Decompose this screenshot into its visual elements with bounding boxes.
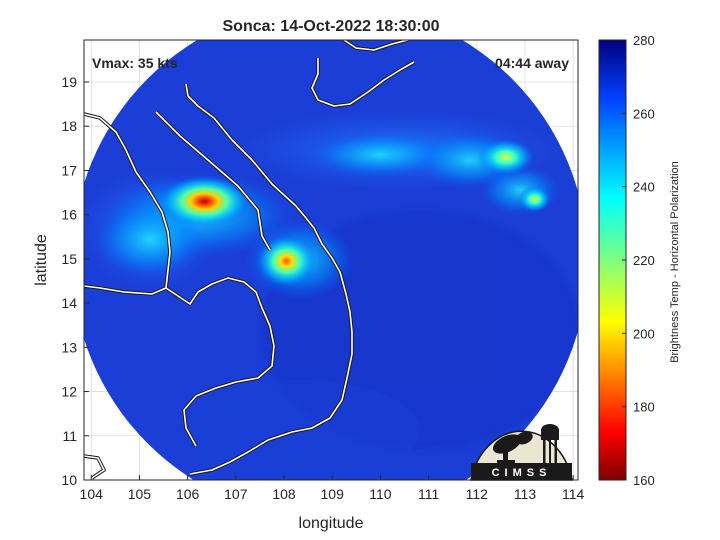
y-tick-label: 14: [61, 295, 77, 311]
water-tower-icon: [541, 424, 559, 464]
colorbar-tick-label: 200: [633, 326, 655, 341]
cold-core-west: [158, 175, 251, 228]
colorbar-tick-label: 220: [633, 253, 655, 268]
logo-text: CIMSS: [492, 467, 552, 479]
vmax-annotation: Vmax: 35 kts: [92, 55, 178, 71]
y-tick-label: 13: [61, 339, 77, 355]
x-tick-label: 114: [562, 486, 585, 502]
figure-title: Sonca: 14-Oct-2022 18:30:00: [223, 18, 440, 35]
convection-east: [477, 139, 534, 176]
y-tick-label: 19: [61, 74, 77, 90]
x-tick-label: 108: [272, 486, 296, 502]
y-tick-label: 15: [61, 251, 77, 267]
y-axis-label: latitude: [33, 234, 50, 286]
colorbar-label: Brightness Temp - Horizontal Polarizatio…: [669, 161, 681, 363]
y-tick-label: 11: [62, 428, 77, 444]
colorbar-tick-label: 180: [633, 400, 655, 415]
y-tick-label: 18: [61, 118, 77, 134]
colorbar-tick-labels: 160 180 200 220 240 260 280: [622, 33, 655, 488]
y-tick-label: 17: [61, 162, 77, 178]
satellite-dish-icon: [492, 431, 533, 464]
coastlines: [84, 40, 415, 480]
x-tick-label: 110: [369, 486, 392, 502]
x-tick-label: 111: [418, 486, 439, 502]
x-tick-labels: 104 105 106 107 108 109 110 111 112 113 114: [80, 475, 585, 502]
time-away-annotation: 04:44 away: [495, 55, 569, 71]
cimss-logo: CIMSS: [470, 424, 573, 481]
cold-core-coast: [256, 235, 317, 288]
y-tick-label: 12: [61, 384, 77, 400]
x-tick-label: 105: [128, 486, 152, 502]
colorbar-tick-label: 160: [633, 473, 655, 488]
y-tick-label: 16: [61, 207, 77, 223]
axes-frame: [83, 39, 579, 481]
x-tick-label: 109: [321, 486, 345, 502]
colorbar-tick-label: 240: [633, 180, 655, 195]
x-tick-label: 106: [176, 486, 200, 502]
x-axis-label: longitude: [299, 515, 364, 532]
logo-banner: [471, 463, 572, 480]
y-tick-labels: 10 11 12 13 14 15 16 17 18 19: [61, 74, 89, 488]
colorbar-tick-label: 280: [633, 33, 655, 48]
y-tick-label: 10: [61, 472, 77, 488]
x-tick-label: 104: [80, 486, 104, 502]
colorbar: [598, 39, 627, 481]
x-tick-label: 107: [224, 486, 248, 502]
colorbar-tick-label: 260: [633, 106, 655, 121]
x-tick-label: 112: [466, 486, 489, 502]
band-cyan-4: [310, 133, 450, 177]
x-tick-label: 113: [514, 486, 537, 502]
convection-far-east: [518, 186, 551, 213]
